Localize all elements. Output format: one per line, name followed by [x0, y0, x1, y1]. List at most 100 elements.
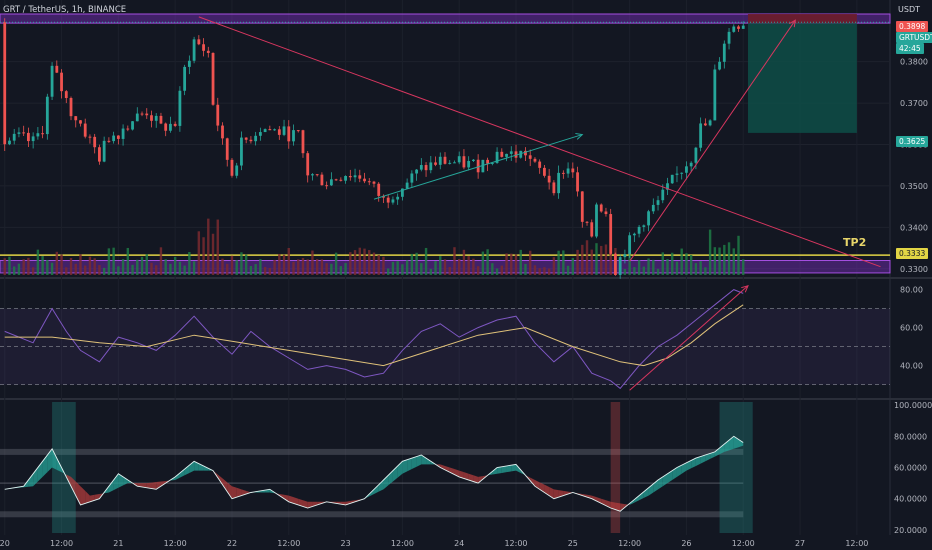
volume-bar: [79, 254, 82, 275]
osc-fill: [643, 487, 649, 498]
time-tick-label: 12:00: [277, 539, 300, 548]
volume-bar: [65, 267, 68, 275]
volume-bar: [278, 254, 281, 275]
volume-bar: [226, 263, 229, 275]
volume-bar: [84, 265, 87, 275]
osc-fill: [236, 487, 242, 498]
rsi-tick-label: 80.00: [900, 286, 923, 295]
volume-bar: [415, 252, 418, 275]
candle-body: [675, 173, 679, 175]
volume-bar: [368, 250, 371, 275]
candle-body: [311, 174, 314, 176]
candle-body: [244, 137, 248, 140]
osc-fill: [558, 490, 564, 498]
volume-bar: [306, 259, 309, 275]
osc-fill: [89, 494, 95, 502]
volume-bar: [202, 237, 205, 275]
osc-fill: [373, 484, 379, 495]
volume-bar: [581, 244, 584, 275]
osc-tick-label: 60.0000: [894, 464, 927, 473]
candle-body: [367, 181, 371, 183]
volume-bar: [363, 248, 366, 275]
osc-fill: [710, 451, 715, 459]
candle-body: [585, 221, 589, 223]
osc-fill: [47, 448, 53, 473]
price-tick-label: 0.3800: [900, 58, 928, 67]
osc-fill: [156, 481, 161, 490]
time-tick-label: 12:00: [618, 539, 641, 548]
volume-bar: [263, 267, 267, 275]
volume-bar: [727, 242, 731, 275]
candle-body: [372, 181, 376, 184]
volume-bar: [552, 257, 556, 275]
osc-fill: [719, 444, 725, 455]
target-price-tag: 0.3625: [896, 136, 929, 147]
candle-body: [164, 123, 168, 131]
volume-bar: [339, 266, 343, 275]
candle-body: [561, 172, 565, 174]
candle-body: [22, 132, 26, 134]
candle-body: [31, 136, 35, 142]
osc-fill: [705, 453, 711, 462]
volume-bar: [628, 255, 631, 275]
candle-body: [306, 153, 310, 176]
candle-body: [713, 69, 717, 121]
volume-bar: [244, 254, 248, 275]
volume-bar: [742, 259, 745, 275]
candle-body: [254, 135, 258, 142]
candle-body: [741, 25, 745, 29]
osc-fill: [738, 439, 744, 448]
candle-body: [377, 183, 381, 196]
volume-bar: [382, 256, 385, 275]
volume-bar: [311, 250, 314, 275]
candle-body: [348, 175, 352, 178]
countdown-tag: 42:45: [896, 43, 924, 54]
volume-bar: [8, 256, 11, 275]
osc-tick-label: 80.0000: [894, 432, 927, 441]
osc-band: [0, 511, 744, 518]
candle-body: [159, 115, 163, 124]
candle-body: [126, 128, 130, 130]
tp2-label: TP2: [843, 236, 867, 249]
osc-fill: [383, 475, 389, 490]
candle-body: [55, 65, 59, 73]
candle-body: [566, 168, 570, 174]
volume-bar: [41, 256, 44, 275]
time-tick-label: 12:00: [504, 539, 527, 548]
volume-bar: [102, 267, 106, 275]
candle-body: [107, 140, 111, 142]
volume-bar: [538, 268, 541, 275]
osc-fill: [179, 469, 185, 478]
candle-body: [656, 200, 660, 205]
candle-body: [661, 189, 665, 201]
candle-body: [396, 196, 400, 200]
candle-body: [154, 115, 158, 121]
currency-label: USDT: [898, 5, 920, 14]
candle-body: [41, 133, 45, 135]
candle-body: [590, 222, 594, 237]
candle-body: [429, 162, 433, 171]
candle-body: [192, 39, 196, 61]
osc-fill: [672, 467, 677, 480]
volume-bar: [491, 263, 494, 275]
volume-bar: [17, 263, 21, 275]
volume-bar: [155, 265, 158, 275]
osc-fill: [714, 448, 720, 457]
osc-highlight: [719, 402, 753, 533]
candle-body: [689, 162, 693, 167]
volume-bar: [637, 260, 641, 275]
candle-body: [453, 162, 456, 164]
osc-fill: [118, 473, 124, 488]
volume-bar: [235, 260, 238, 275]
candle-body: [98, 147, 101, 162]
candle-body: [699, 123, 703, 148]
time-tick-label: 24: [454, 539, 464, 548]
osc-fill: [80, 486, 86, 505]
candle-body: [277, 129, 281, 135]
candle-body: [386, 197, 390, 203]
volume-bar: [462, 249, 466, 275]
volume-bar: [107, 248, 111, 275]
osc-fill: [511, 464, 517, 472]
time-tick-label: 21: [113, 539, 123, 548]
